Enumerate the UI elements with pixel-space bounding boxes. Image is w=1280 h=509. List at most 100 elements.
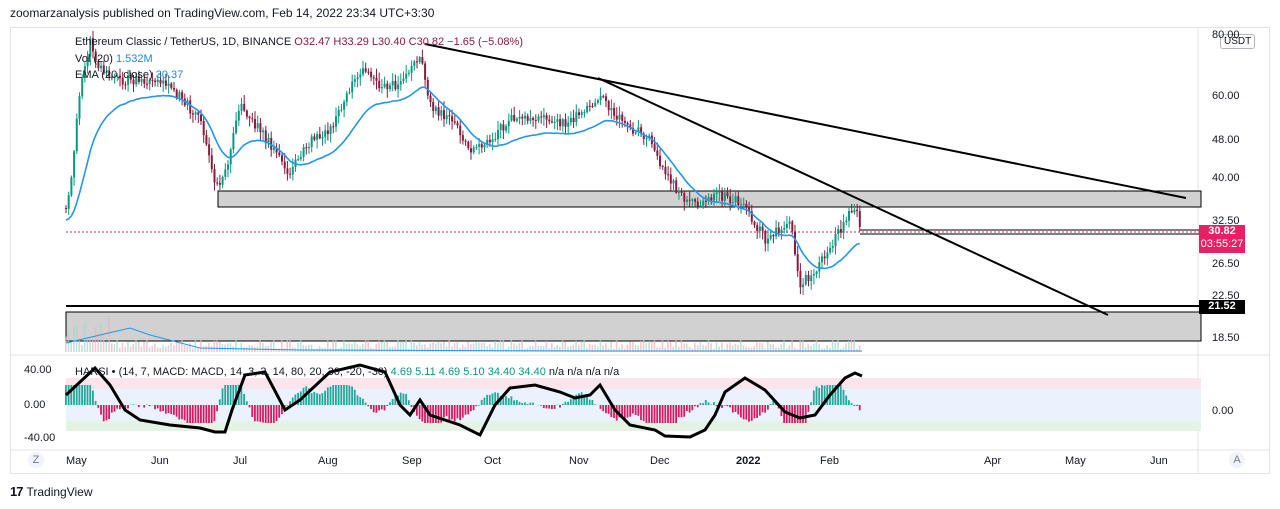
candle-body <box>329 126 332 135</box>
osc-hist-bar <box>402 393 405 405</box>
candle-body <box>224 169 227 177</box>
candle-body <box>467 141 470 149</box>
osc-hist-bar <box>372 405 375 413</box>
candle-body <box>380 87 383 89</box>
volume-bar <box>389 346 391 352</box>
osc-hist-bar <box>332 385 335 405</box>
volume-bar <box>451 346 453 352</box>
osc-hist-bar <box>418 405 421 420</box>
volume-bar <box>626 344 629 352</box>
osc-hist-bar <box>156 405 159 409</box>
osc-hist-bar <box>218 399 221 405</box>
footer-brand: TradingView <box>26 484 93 499</box>
volume-bar <box>183 345 186 352</box>
candle-body <box>694 199 697 202</box>
osc-hist-bar <box>721 405 723 409</box>
volume-bar <box>540 346 542 352</box>
candle-body <box>788 221 791 224</box>
candle-body <box>267 137 270 143</box>
volume-bar <box>143 341 145 352</box>
symbol-name: Ethereum Classic / TetherUS, 1D, BINANCE <box>75 36 292 48</box>
volume-bar <box>364 340 367 352</box>
osc-hist-bar <box>243 393 245 405</box>
osc-hist-bar <box>194 405 197 423</box>
osc-hist-bar <box>232 385 235 405</box>
volume-bar <box>302 344 305 352</box>
osc-hist-bar <box>110 405 113 413</box>
candle-body <box>775 227 778 237</box>
volume-bar <box>642 340 645 352</box>
osc-hist-bar <box>143 405 146 408</box>
volume-bar <box>453 343 456 352</box>
osc-hist-bar <box>688 405 691 413</box>
volume-bar <box>707 340 710 352</box>
osc-hist-bar <box>799 405 802 423</box>
volume-bar <box>75 325 78 352</box>
osc-hist-bar <box>610 405 613 418</box>
candle-body <box>97 61 100 69</box>
osc-hist-bar <box>696 405 699 408</box>
volume-bar <box>556 345 558 352</box>
volume-bar <box>413 342 415 352</box>
osc-hist-bar <box>486 394 488 405</box>
osc-hist-bar <box>561 403 564 405</box>
osc-hist-bar <box>345 385 348 405</box>
volume-bar <box>491 347 494 352</box>
volume-bar <box>561 340 564 352</box>
osc-hist-bar <box>113 405 116 412</box>
osc-hist-bar <box>480 399 483 405</box>
candle-body <box>156 79 159 83</box>
zoom-toggle[interactable]: Z <box>28 452 44 468</box>
candle-body <box>464 140 467 142</box>
volume-bar <box>173 345 175 352</box>
osc-hist-bar <box>842 389 845 405</box>
osc-tick-label: 40.00 <box>24 364 52 376</box>
volume-bar <box>259 340 261 352</box>
price-tick-label: 48.00 <box>1212 134 1240 146</box>
osc-hist-bar <box>105 405 108 421</box>
currency-badge[interactable]: USDT <box>1220 34 1256 49</box>
osc-hist-bar <box>742 405 745 420</box>
volume-bar <box>591 344 594 352</box>
osc-hist-bar <box>559 405 561 408</box>
candle-body <box>321 136 324 139</box>
osc-hist-bar <box>181 405 183 420</box>
volume-bar <box>696 345 699 352</box>
osc-hist-bar <box>540 405 542 406</box>
candle-body <box>167 83 170 86</box>
candle-body <box>502 124 505 131</box>
osc-hist-bar <box>251 405 254 418</box>
time-tick-label: Oct <box>484 455 502 467</box>
chart-area[interactable] <box>10 27 1270 474</box>
osc-hist-bar <box>294 394 297 405</box>
volume-bar <box>837 340 839 352</box>
candle-body <box>686 199 688 202</box>
volume-bar <box>478 342 480 352</box>
candle-body <box>680 190 683 193</box>
volume-bar <box>794 347 796 352</box>
osc-hist-bar <box>526 404 529 405</box>
volume-bar <box>494 341 496 352</box>
osc-hist-bar <box>748 405 750 422</box>
time-tick-label: Apr <box>984 455 1002 467</box>
price-tick-label: 60.00 <box>1212 90 1240 102</box>
candle-body <box>197 112 200 115</box>
candle-body <box>232 133 235 150</box>
volume-bar <box>580 341 583 352</box>
volume-bar <box>526 347 529 352</box>
osc-hist-bar <box>162 405 164 411</box>
volume-bar <box>683 343 685 352</box>
candle-body <box>421 57 424 64</box>
auto-scale-toggle[interactable]: A <box>1229 452 1245 468</box>
volume-bar <box>799 339 801 352</box>
osc-hist-bar <box>448 405 451 420</box>
candle-body <box>216 182 219 184</box>
osc-histogram <box>65 385 861 423</box>
candle-body <box>362 68 364 75</box>
candle-body <box>281 155 283 162</box>
candle-body <box>356 77 359 80</box>
candle-body <box>664 167 667 175</box>
osc-hist-bar <box>683 405 686 417</box>
volume-bar <box>742 345 745 352</box>
